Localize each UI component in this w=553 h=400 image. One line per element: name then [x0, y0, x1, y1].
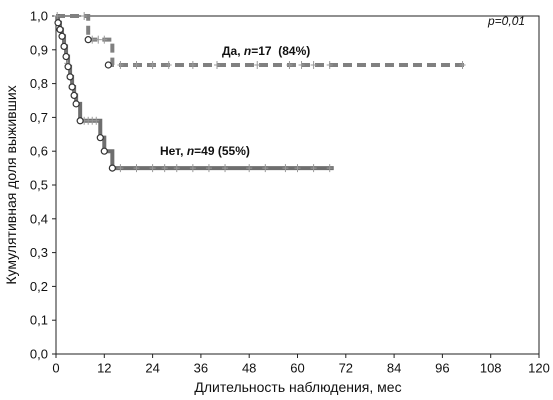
y-tick-label: 0,1 [30, 313, 48, 328]
y-tick-label: 0,7 [30, 110, 48, 125]
event-marker [56, 25, 64, 34]
x-tick-label: 12 [97, 361, 111, 376]
event-marker [70, 91, 78, 100]
series-label-net-n-value: =49 [194, 144, 215, 158]
y-axis-title: Кумулятивная доля выживших [3, 85, 19, 284]
event-marker [72, 100, 80, 108]
series-1 [54, 12, 334, 173]
series-label-da: Да, n=17 (84%) [222, 44, 310, 58]
series-0 [56, 12, 467, 70]
y-tick-label: 0,6 [30, 144, 48, 159]
event-marker [66, 73, 74, 81]
x-tick-label: 0 [52, 361, 59, 376]
x-tick-label: 24 [145, 361, 159, 376]
event-marker [84, 36, 92, 44]
series-layer [54, 12, 467, 173]
p-value-label: p=0,01 [487, 14, 525, 28]
x-tick-label: 84 [387, 361, 401, 376]
y-tick-label: 0,2 [30, 279, 48, 294]
event-marker [100, 147, 108, 155]
x-tick-label: 120 [528, 361, 550, 376]
p-value-text: p=0,01 [487, 14, 525, 28]
x-axis-title: Длительность наблюдения, мес [194, 379, 401, 395]
y-axis: 0,0 0,1 0,2 0,3 0,4 0,5 0,6 0,7 0,8 0,9 1,0 [30, 9, 56, 362]
series-label-net: Нет, n=49 (55%) [160, 144, 250, 158]
event-marker [104, 61, 112, 69]
event-marker [96, 134, 104, 142]
y-tick-label: 0,3 [30, 245, 48, 260]
x-tick-label: 48 [242, 361, 256, 376]
event-marker [76, 117, 84, 125]
x-tick-label: 96 [435, 361, 449, 376]
y-tick-label: 0,0 [30, 347, 48, 362]
series-label-da-n: n [244, 44, 251, 58]
series-label-da-prefix: Да, [222, 44, 244, 58]
series-label-net-pct: (55%) [215, 144, 250, 158]
x-tick-label: 108 [480, 361, 502, 376]
y-tick-label: 1,0 [30, 9, 48, 24]
x-tick-label: 72 [339, 361, 353, 376]
y-tick-label: 0,5 [30, 178, 48, 193]
event-marker [108, 164, 116, 172]
event-marker [62, 52, 70, 61]
x-tick-label: 36 [194, 361, 208, 376]
event-marker [60, 42, 68, 51]
y-tick-label: 0,9 [30, 42, 48, 57]
series-label-net-n: n [187, 144, 194, 158]
series-label-da-n-value: =17 [251, 44, 272, 58]
series-label-net-prefix: Нет, [160, 144, 187, 158]
event-marker [68, 83, 76, 91]
y-tick-label: 0,8 [30, 76, 48, 91]
x-tick-label: 60 [290, 361, 304, 376]
y-tick-label: 0,4 [30, 211, 48, 226]
plot-frame [55, 15, 540, 355]
event-marker [64, 63, 72, 71]
event-marker [58, 32, 66, 40]
x-axis: 0 12 24 36 48 60 72 84 96 108 120 [52, 354, 550, 376]
event-marker [54, 19, 62, 27]
series-label-da-pct: (84%) [272, 44, 311, 58]
